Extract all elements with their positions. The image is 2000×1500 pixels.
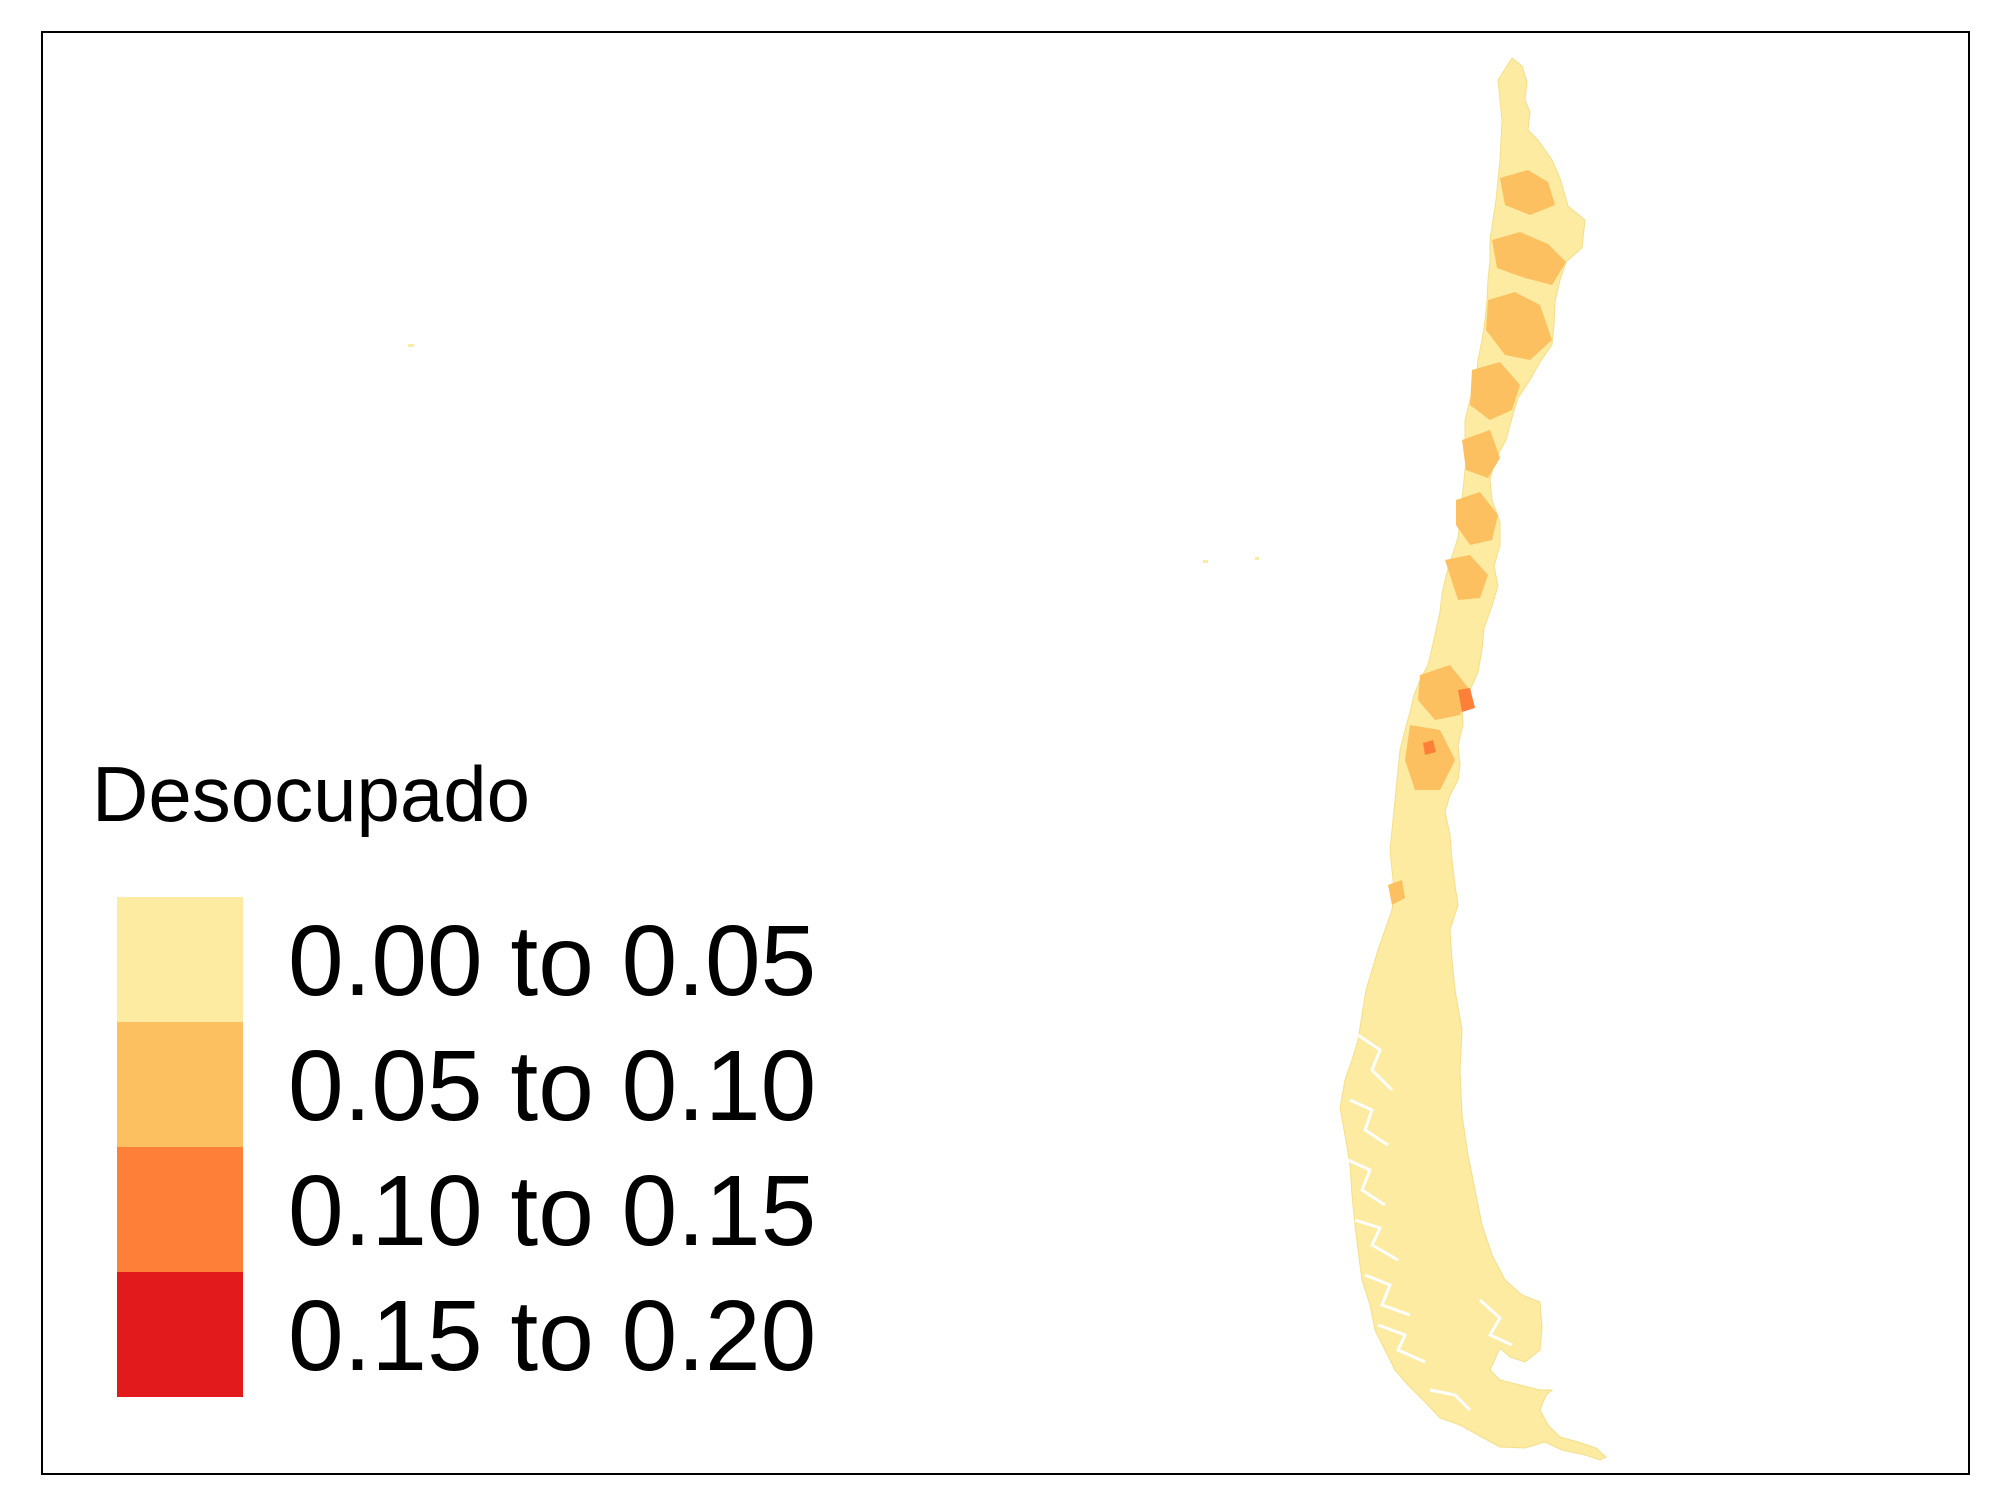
legend-swatch xyxy=(117,1147,243,1272)
legend-label: 0.00 to 0.05 xyxy=(288,905,817,1017)
region-central-commune-2 xyxy=(1445,555,1488,600)
fjord-line xyxy=(1364,1273,1411,1317)
country-outline xyxy=(1339,57,1607,1461)
fjord-line xyxy=(1429,1388,1472,1412)
fjord-line xyxy=(1478,1298,1513,1347)
region-south-coastal-commune xyxy=(1388,880,1405,905)
fjord-line xyxy=(1347,1158,1386,1207)
legend-item: 0.05 to 0.10 xyxy=(117,1022,877,1147)
region-north-central-commune-1 xyxy=(1470,362,1520,420)
region-south-central-commune-3 xyxy=(1458,688,1475,712)
island-speck xyxy=(1255,557,1259,560)
southern-fjords xyxy=(1347,1033,1513,1412)
region-far-north-commune xyxy=(1500,72,1520,105)
legend: 0.00 to 0.05 0.05 to 0.10 0.10 to 0.15 0.15… xyxy=(117,897,877,1397)
region-north-central-commune-2 xyxy=(1462,430,1500,478)
commune-regions xyxy=(1388,72,1566,905)
legend-swatch xyxy=(117,1272,243,1397)
legend-label: 0.05 to 0.10 xyxy=(288,1030,817,1142)
region-south-central-commune-2 xyxy=(1405,725,1455,790)
region-central-commune-1 xyxy=(1456,492,1498,545)
region-north-commune-3 xyxy=(1486,292,1552,360)
legend-item: 0.10 to 0.15 xyxy=(117,1147,877,1272)
legend-title: Desocupado xyxy=(92,750,530,838)
region-north-commune-2 xyxy=(1492,232,1566,285)
legend-swatch xyxy=(117,1022,243,1147)
legend-swatch xyxy=(117,897,243,1022)
fjord-line xyxy=(1349,1098,1389,1147)
legend-item: 0.00 to 0.05 xyxy=(117,897,877,1022)
island-speck xyxy=(1203,560,1208,563)
legend-item: 0.15 to 0.20 xyxy=(117,1272,877,1397)
fjord-line xyxy=(1377,1323,1426,1364)
region-south-central-commune-1 xyxy=(1418,665,1470,720)
legend-label: 0.10 to 0.15 xyxy=(288,1155,817,1267)
fjord-line xyxy=(1357,1033,1394,1092)
fjord-line xyxy=(1354,1218,1399,1262)
region-north-commune-1 xyxy=(1500,170,1555,215)
region-south-central-commune-4 xyxy=(1423,740,1436,755)
island-speck xyxy=(408,344,414,347)
legend-label: 0.15 to 0.20 xyxy=(288,1280,817,1392)
map-frame xyxy=(41,31,1970,1475)
